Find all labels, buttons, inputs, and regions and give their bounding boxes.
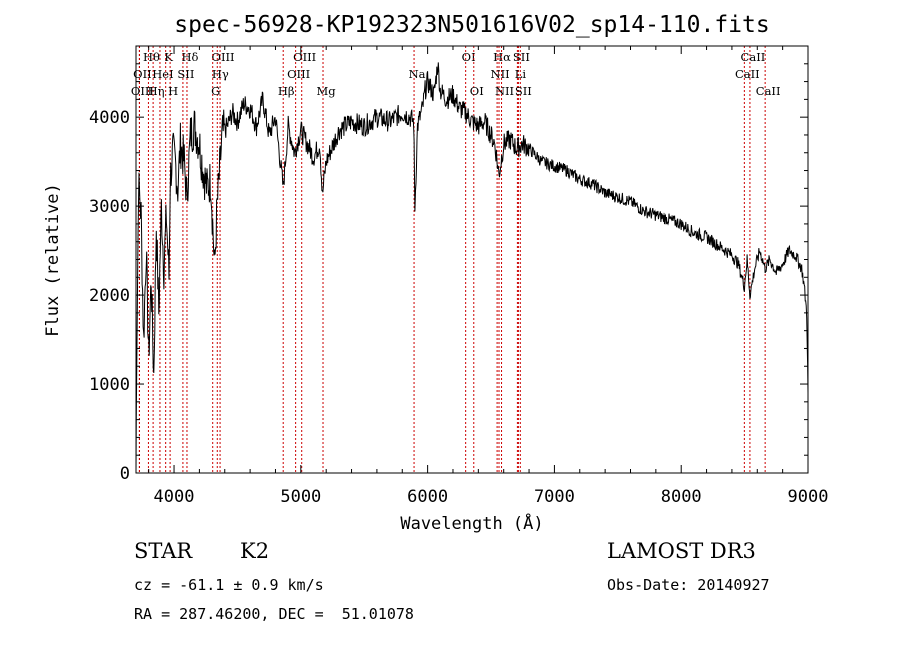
line-label: OIII	[293, 50, 316, 64]
line-label: Hγ	[212, 67, 229, 81]
x-tick-label: 6000	[407, 487, 448, 507]
line-label: SII	[513, 50, 530, 64]
axis-ticks: 4000 5000 6000 7000 8000 9000 0 1000 2000 3000 400…	[89, 45, 829, 507]
line-label: OIII	[212, 50, 235, 64]
x-tick-label: 7000	[534, 487, 575, 507]
line-label: OII	[133, 67, 152, 81]
line-label: CaII	[741, 50, 766, 64]
coordinates: RA = 287.46200, DEC = 51.01078	[134, 605, 414, 623]
redshift-cz: cz = -61.1 ± 0.9 km/s	[134, 576, 324, 594]
spectrum-series	[135, 62, 809, 474]
line-label: CaII	[735, 67, 760, 81]
line-label: CaII	[756, 84, 781, 98]
plot-frame	[135, 45, 809, 474]
y-tick-label: 4000	[89, 108, 130, 128]
chart-title: spec-56928-KP192323N501616V02_sp14-110.f…	[174, 12, 769, 38]
line-label: Hα	[493, 50, 511, 64]
y-tick-label: 2000	[89, 286, 130, 306]
x-tick-label: 5000	[280, 487, 321, 507]
line-label: H	[168, 84, 178, 98]
y-tick-label: 3000	[89, 197, 130, 217]
spectrum-line	[135, 62, 809, 474]
x-tick-label: 9000	[788, 487, 829, 507]
x-tick-label: 8000	[661, 487, 702, 507]
line-label: Hη	[148, 84, 165, 98]
line-label: G	[211, 84, 220, 98]
line-label: K	[164, 50, 173, 64]
y-axis-label: Flux (relative)	[43, 183, 63, 337]
x-axis-label: Wavelength (Å)	[400, 512, 543, 534]
line-label: Hθ	[143, 50, 160, 64]
line-label: OI	[470, 84, 484, 98]
obs-date: Obs-Date: 20140927	[607, 576, 770, 594]
x-tick-label: 4000	[154, 487, 195, 507]
line-label: OIII	[287, 67, 310, 81]
emission-line-markers: Hθ OII OIII K HeI Hη Hδ SII H OIII Hγ G Hβ OIII OIII Mg…	[131, 46, 781, 473]
line-label: HeI	[152, 67, 173, 81]
line-label: NII	[491, 67, 510, 81]
line-label: Mg	[316, 84, 336, 98]
y-tick-label: 0	[120, 464, 130, 484]
object-class: STAR	[134, 539, 193, 563]
line-label: OIII	[131, 84, 154, 98]
line-label: Hδ	[181, 50, 198, 64]
subclass: K2	[240, 539, 270, 563]
y-tick-label: 1000	[89, 375, 130, 395]
survey-name: LAMOST DR3	[607, 539, 756, 563]
line-label: SII	[515, 84, 532, 98]
line-label: OI	[462, 50, 476, 64]
line-label: SII	[177, 67, 194, 81]
line-label: Na	[409, 67, 426, 81]
line-label: Hβ	[278, 84, 295, 98]
line-label: NII	[495, 84, 514, 98]
